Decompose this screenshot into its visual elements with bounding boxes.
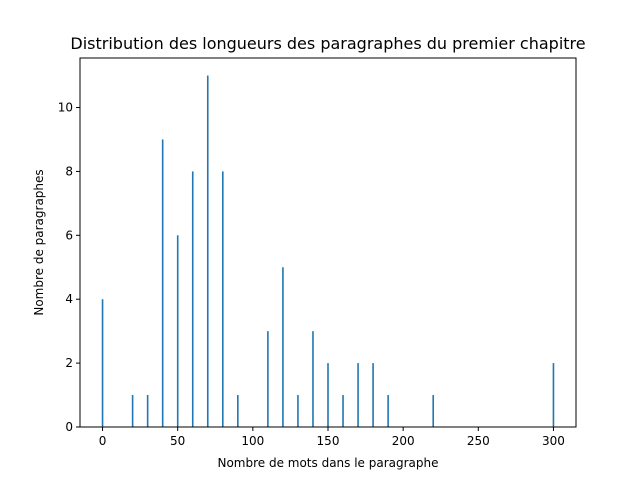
y-tick-label-4: 4 [65,292,73,306]
x-tick-label-250: 250 [467,434,490,448]
x-tick-label-300: 300 [542,434,565,448]
bar-130 [297,395,299,427]
bar-180 [372,363,374,427]
bar-40 [161,139,164,427]
x-axis-label: Nombre de mots dans le paragraphe [217,456,438,470]
bar-120 [282,267,284,427]
x-axis-ticks: 0 50 100 150 200 250 300 [99,427,565,448]
y-tick-label-6: 6 [65,228,73,242]
y-tick-label-8: 8 [65,164,73,178]
bar-0 [101,299,104,427]
x-tick-label-200: 200 [392,434,415,448]
bar-170 [357,363,359,427]
y-axis-label: Nombre de paragraphes [32,169,46,315]
y-tick-label-0: 0 [65,420,73,434]
bar-70 [206,75,209,427]
bar-90 [237,395,239,427]
bar-60 [191,171,194,427]
x-tick-label-100: 100 [241,434,264,448]
bar-190 [387,395,389,427]
chart-title: Distribution des longueurs des paragraph… [70,34,585,53]
x-tick-label-50: 50 [170,434,185,448]
bar-160 [342,395,344,427]
x-tick-label-0: 0 [99,434,107,448]
y-tick-label-2: 2 [65,356,73,370]
bar-300 [552,363,555,427]
x-tick-label-150: 150 [317,434,340,448]
bar-220 [432,395,435,427]
y-axis-ticks: 0 2 4 6 8 10 [58,101,80,434]
bar-20 [131,395,134,427]
bar-80 [221,171,224,427]
bar-140 [312,331,314,427]
y-tick-label-10: 10 [58,101,73,115]
plot-area-frame [79,57,577,428]
bar-150 [327,363,329,427]
bars-layer [101,75,555,427]
bar-30 [146,395,149,427]
bar-50 [176,235,179,427]
bar-110 [267,331,269,427]
